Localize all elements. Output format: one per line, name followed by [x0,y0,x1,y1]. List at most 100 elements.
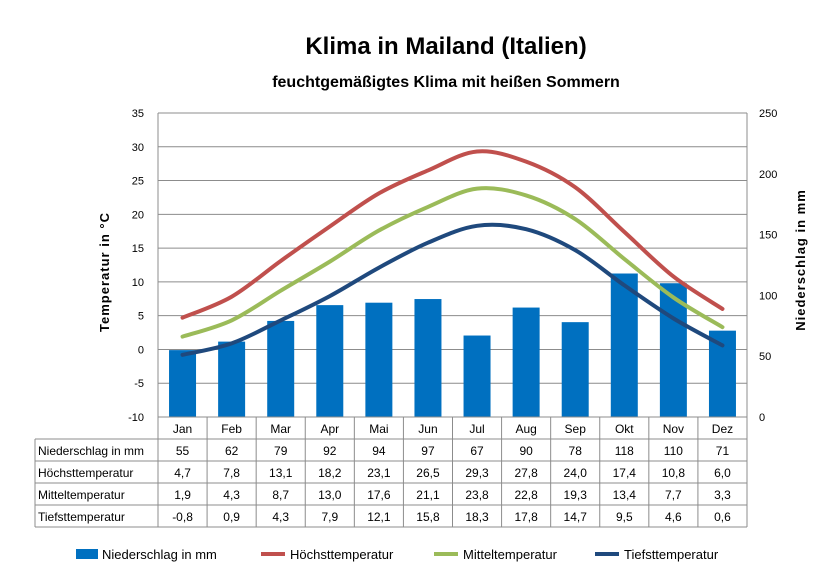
table-cell: 55 [176,444,190,458]
month-label-okt: Okt [615,422,634,436]
table-cell: 22,8 [514,488,538,502]
table-cell: 18,3 [465,510,489,524]
temperature-lines [180,149,725,357]
legend-swatch-bar [76,549,98,559]
left-tick-label: 5 [138,311,144,323]
left-tick-label: -10 [128,412,144,424]
table-cell: 13,0 [318,488,342,502]
month-label-aug: Aug [515,422,536,436]
table-cell: 7,8 [223,466,240,480]
table-cell: 17,8 [514,510,538,524]
bar-okt [610,273,638,417]
legend: Niederschlag in mm Höchsttemperatur Mittel… [76,547,719,562]
left-tick-label: 20 [132,209,144,221]
table-cell: 4,7 [174,466,191,480]
bar-apr [316,305,344,417]
right-tick-label: 250 [759,108,777,120]
table-cell: 79 [274,444,288,458]
table-cell: 4,3 [223,488,240,502]
month-label-mai: Mai [369,422,388,436]
table-cell: 90 [519,444,533,458]
left-tick-label: 25 [132,176,144,188]
table-cell: 21,1 [416,488,440,502]
table-cell: 18,2 [318,466,342,480]
month-label-feb: Feb [221,422,242,436]
month-label-jun: Jun [418,422,437,436]
left-tick-label: 30 [132,142,144,154]
precipitation-bars [169,273,736,417]
left-tick-label: -5 [134,378,144,390]
table-cell: 67 [470,444,484,458]
right-tick-label: 150 [759,230,777,242]
table-cell: 0,6 [714,510,731,524]
table-cell: 110 [664,444,683,458]
legend-label: Höchsttemperatur [290,547,394,562]
table-row-label: Niederschlag in mm [38,444,144,458]
table-row-label: Mitteltemperatur [38,488,125,502]
table-cell: 23,1 [367,466,391,480]
left-axis-ticks: -10 -5 0 5 10 15 20 25 30 35 [128,108,144,424]
table-cell: 26,5 [416,466,440,480]
table-cell: 3,3 [714,488,731,502]
table-cell: 24,0 [564,466,588,480]
table-cell: 8,7 [272,488,289,502]
table-cell: 29,3 [465,466,489,480]
chart-title: Klima in Mailand (Italien) [305,33,586,60]
table-cell: 78 [569,444,583,458]
table-cell: 19,3 [564,488,588,502]
right-tick-label: 0 [759,412,765,424]
month-label-mar: Mar [270,422,291,436]
left-axis-label: Temperatur in °C [97,212,112,332]
line-höchsttemperatur [180,149,725,320]
table-cell: 62 [225,444,239,458]
table-cell: 97 [421,444,435,458]
bar-feb [218,341,246,417]
gridlines [158,112,747,418]
month-label-jan: Jan [173,422,192,436]
table-cell: 13,1 [269,466,293,480]
table-cell: 12,1 [367,510,391,524]
axes [157,113,748,417]
left-tick-label: 10 [132,277,144,289]
table-cell: 4,3 [272,510,289,524]
table-cell: 10,8 [662,466,686,480]
right-axis-ticks: 0 50 100 150 200 250 [759,108,777,424]
table-cell: 4,6 [665,510,682,524]
bar-jan [169,350,197,417]
table-cell: -0,8 [172,510,193,524]
table-cell: 94 [372,444,386,458]
table-cell: 17,6 [367,488,391,502]
bar-mar [267,320,295,417]
month-label-nov: Nov [663,422,684,436]
table-cell: 9,5 [616,510,633,524]
table-cell: 13,4 [613,488,637,502]
month-label-jul: Jul [469,422,484,436]
right-tick-label: 200 [759,169,777,181]
table-row-label: Höchsttemperatur [38,466,133,480]
month-label-sep: Sep [565,422,587,436]
month-label-dez: Dez [712,422,733,436]
bar-aug [512,307,540,417]
bar-jun [414,299,442,417]
left-tick-label: 15 [132,243,144,255]
table-cell: 1,9 [174,488,191,502]
left-tick-label: 35 [132,108,144,120]
table-cell: 23,8 [465,488,489,502]
table-cell: 7,7 [665,488,682,502]
right-tick-label: 100 [759,290,777,302]
chart-subtitle: feuchtgemäßigtes Klima mit heißen Sommer… [272,74,620,91]
left-tick-label: 0 [138,344,144,356]
table-cell: 17,4 [613,466,637,480]
bar-jul [463,335,491,417]
table-row-label: Tiefsttemperatur [38,510,125,524]
table-cell: 7,9 [321,510,338,524]
legend-label: Tiefsttemperatur [624,547,719,562]
table-cell: 6,0 [714,466,731,480]
bar-sep [561,322,589,417]
right-axis-label: Niederschlag in mm [793,189,808,331]
table-cell: 71 [716,444,730,458]
table-cell: 0,9 [223,510,240,524]
line-tiefsttemperatur [180,222,725,357]
table-cell: 14,7 [564,510,588,524]
